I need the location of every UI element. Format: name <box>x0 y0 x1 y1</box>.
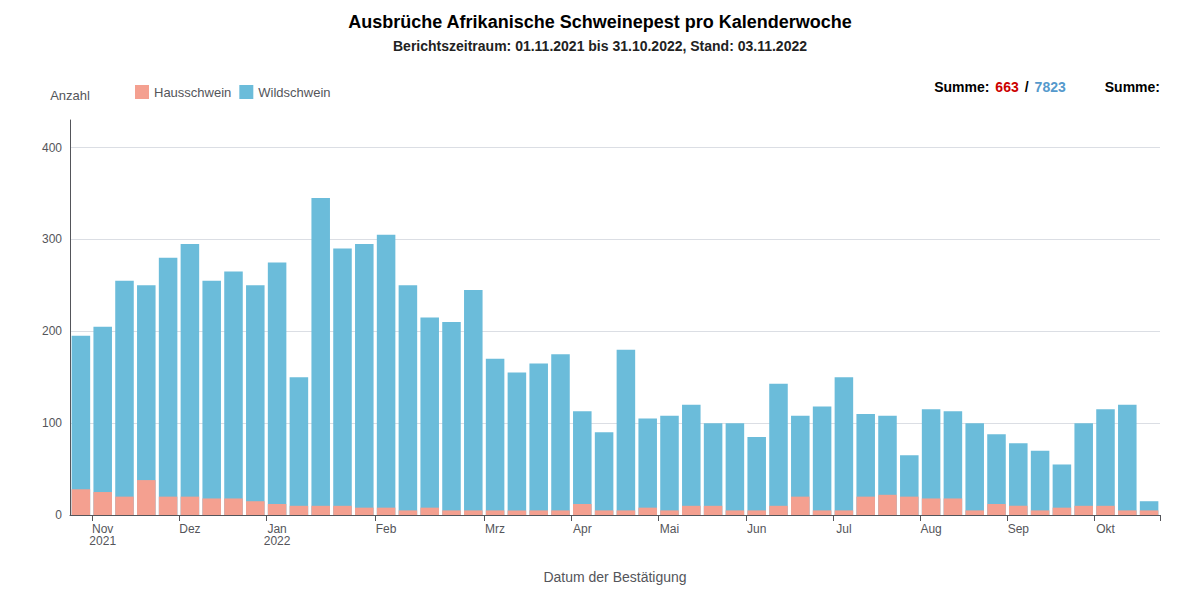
svg-text:Jul: Jul <box>836 522 851 536</box>
svg-text:400: 400 <box>42 141 62 155</box>
svg-text:Jun: Jun <box>747 522 766 536</box>
svg-text:Ausbrüche Afrikanische Schwein: Ausbrüche Afrikanische Schweinepest pro … <box>348 12 851 32</box>
svg-text:200: 200 <box>42 324 62 338</box>
svg-text:Summe:: Summe: <box>1105 79 1160 95</box>
svg-text:2022: 2022 <box>264 534 291 548</box>
svg-text:Sep: Sep <box>1008 522 1030 536</box>
svg-text:663: 663 <box>995 79 1019 95</box>
svg-text:Feb: Feb <box>376 522 397 536</box>
svg-text:Mai: Mai <box>660 522 679 536</box>
svg-text:2021: 2021 <box>89 534 116 548</box>
svg-text:Datum der Bestätigung: Datum der Bestätigung <box>543 569 686 585</box>
svg-text:Summe:: Summe: <box>934 79 989 95</box>
svg-text:Mrz: Mrz <box>485 522 505 536</box>
svg-text:7823: 7823 <box>1035 79 1066 95</box>
svg-text:0: 0 <box>55 508 62 522</box>
svg-text:Hausschwein: Hausschwein <box>154 85 231 100</box>
svg-text:Anzahl: Anzahl <box>50 88 90 103</box>
svg-text:Jan: Jan <box>267 522 287 536</box>
svg-text:Aug: Aug <box>920 522 941 536</box>
svg-text:Dez: Dez <box>179 522 200 536</box>
svg-text:Apr: Apr <box>573 522 592 536</box>
svg-text:/: / <box>1025 79 1029 95</box>
svg-text:100: 100 <box>42 416 62 430</box>
svg-text:Berichtszeitraum: 01.11.2021 b: Berichtszeitraum: 01.11.2021 bis 31.10.2… <box>393 38 807 54</box>
svg-text:Okt: Okt <box>1096 522 1115 536</box>
svg-text:Wildschwein: Wildschwein <box>258 85 330 100</box>
svg-text:300: 300 <box>42 232 62 246</box>
svg-text:Nov: Nov <box>92 522 114 536</box>
